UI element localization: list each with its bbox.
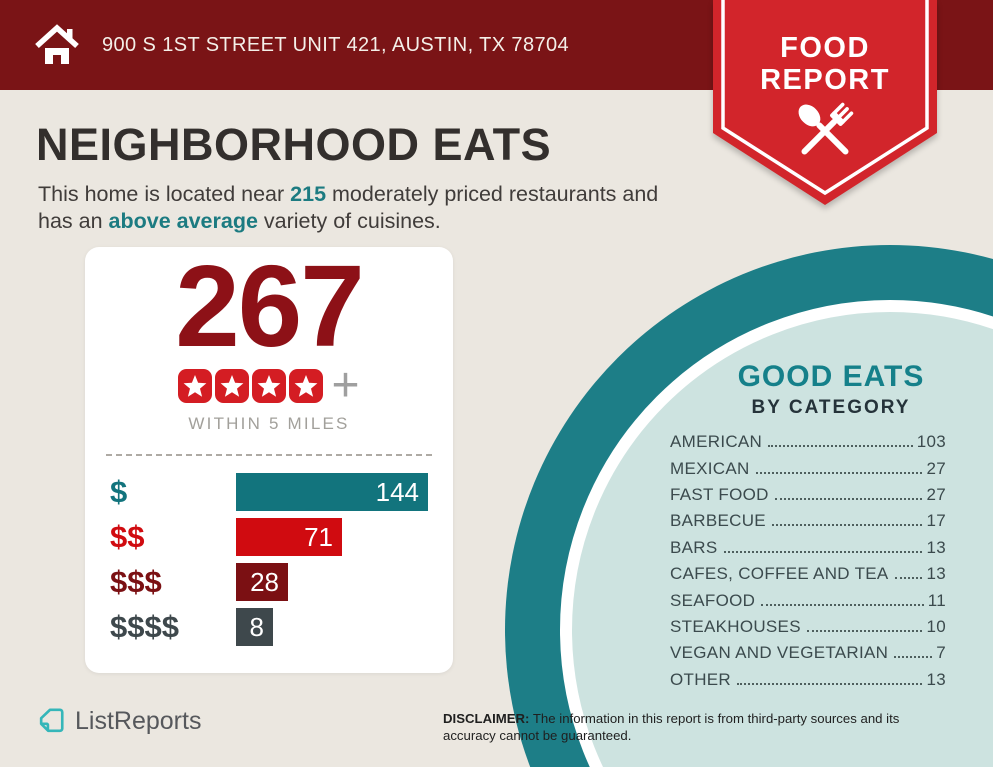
leader-dots: [894, 577, 923, 580]
star-icon: [215, 368, 250, 403]
page-title: NEIGHBORHOOD EATS: [36, 119, 552, 170]
subtitle-text: This home is located near: [38, 182, 291, 206]
list-item: OTHER 13: [670, 667, 946, 693]
category-list: AMERICAN 103 MEXICAN 27 FAST FOOD 27 BARBEC…: [670, 429, 946, 693]
leader-dots: [894, 656, 933, 659]
listreports-logo: ListReports: [36, 705, 201, 737]
bar: 144: [236, 473, 428, 512]
restaurant-count: 215: [290, 182, 327, 206]
list-item: MEXICAN 27: [670, 455, 946, 481]
good-eats-heading: GOOD EATS BY CATEGORY: [645, 360, 993, 419]
leader-dots: [723, 550, 923, 553]
category-count: 7: [936, 643, 946, 663]
category-count: 27: [926, 484, 946, 504]
leader-dots: [737, 682, 923, 685]
list-item: CAFES, COFFEE AND TEA 13: [670, 561, 946, 587]
bar-value: 28: [250, 566, 279, 597]
bar: 71: [236, 518, 342, 557]
ribbon-shape: [713, 0, 937, 205]
good-eats-title: GOOD EATS: [737, 360, 925, 393]
category-label: VEGAN AND VEGETARIAN: [670, 643, 889, 663]
bar-row: $$$ 28: [110, 563, 453, 602]
total-restaurants-count: 267: [175, 241, 365, 371]
category-count: 10: [926, 616, 946, 636]
disclaimer: DISCLAIMER: The information in this repo…: [443, 711, 953, 744]
dashed-divider: [106, 454, 432, 457]
category-label: BARS: [670, 537, 718, 557]
bar-value: 71: [304, 521, 333, 552]
list-item: SEAFOOD 11: [670, 587, 946, 613]
radius-label: WITHIN 5 MILES: [188, 414, 350, 434]
category-count: 13: [926, 564, 946, 584]
list-item: VEGAN AND VEGETARIAN 7: [670, 640, 946, 666]
star-icon: [289, 368, 324, 403]
category-label: BARBECUE: [670, 511, 766, 531]
list-item: FAST FOOD 27: [670, 482, 946, 508]
category-label: FAST FOOD: [670, 484, 769, 504]
category-count: 103: [916, 432, 946, 452]
leader-dots: [768, 445, 913, 448]
bar-value: 8: [249, 611, 264, 642]
category-label: SEAFOOD: [670, 590, 756, 610]
list-item: BARBECUE 17: [670, 508, 946, 534]
leader-dots: [774, 497, 923, 500]
star-icon: [252, 368, 287, 403]
leader-dots: [806, 629, 923, 632]
food-report-ribbon: FOOD REPORT: [713, 0, 937, 205]
crossed-spoon-fork-icon: [798, 102, 854, 155]
property-address: 900 S 1ST STREET UNIT 421, AUSTIN, TX 78…: [102, 33, 570, 56]
disclaimer-text: The information in this report is from t…: [443, 711, 900, 743]
listreports-house-icon: [39, 708, 64, 733]
bar-row: $$ 71: [110, 518, 453, 557]
bar-value: 144: [375, 476, 419, 507]
list-item: STEAKHOUSES 10: [670, 614, 946, 640]
star-icon: [178, 368, 213, 403]
ribbon-line2: REPORT: [760, 64, 890, 96]
category-count: 11: [927, 590, 946, 610]
bar-row: $ 144: [110, 473, 453, 512]
variety-highlight: above average: [108, 208, 258, 233]
category-count: 13: [926, 537, 946, 557]
category-label: OTHER: [670, 669, 731, 689]
bar-row: $$$$ 8: [110, 608, 453, 647]
list-item: BARS 13: [670, 535, 946, 561]
bar: 28: [236, 563, 288, 602]
category-label: STEAKHOUSES: [670, 616, 801, 636]
leader-dots: [755, 471, 923, 474]
list-item: AMERICAN 103: [670, 429, 946, 455]
leader-dots: [761, 603, 924, 606]
leader-dots: [771, 524, 923, 527]
category-label: MEXICAN: [670, 458, 750, 478]
rating-row: +: [85, 358, 453, 412]
category-count: 17: [926, 511, 946, 531]
page-subtitle: This home is located near 215 moderately…: [38, 182, 659, 233]
price-tier-label: $$$$: [110, 609, 179, 645]
price-tier-bar-chart: $ 144 $$ 71 $$$ 28 $$$$ 8: [85, 473, 453, 647]
stats-card: 267 + WITHIN 5 MILES $: [85, 247, 453, 673]
bar: 8: [236, 608, 273, 647]
brand-name: ListReports: [75, 706, 202, 735]
good-eats-subtitle: BY CATEGORY: [751, 397, 911, 418]
disclaimer-label: DISCLAIMER:: [443, 711, 530, 726]
category-label: AMERICAN: [670, 432, 763, 452]
plus-icon: +: [331, 358, 360, 412]
category-label: CAFES, COFFEE AND TEA: [670, 564, 889, 584]
category-count: 13: [926, 669, 946, 689]
price-tier-label: $$: [110, 519, 145, 555]
category-count: 27: [926, 458, 946, 478]
ribbon-line1: FOOD: [780, 32, 870, 64]
home-icon: [35, 24, 79, 64]
price-tier-label: $$$: [110, 564, 162, 600]
price-tier-label: $: [110, 474, 128, 510]
